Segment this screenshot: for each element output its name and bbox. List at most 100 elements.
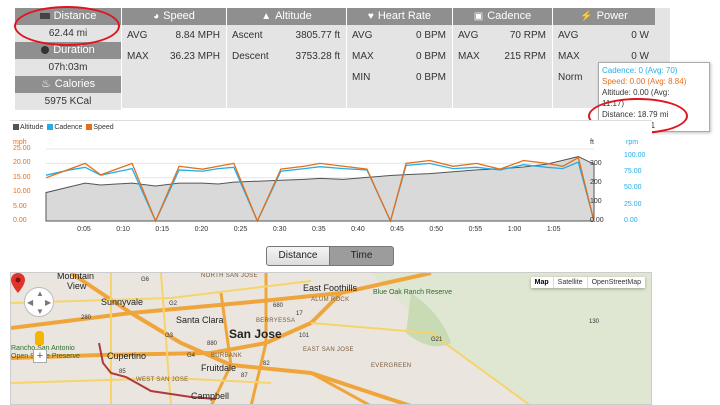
power-norm-label: Norm [558, 72, 583, 83]
map-shield-85: 85 [119, 369, 126, 375]
hr-min-value: 0 BPM [415, 72, 446, 83]
cadence-column: ▣ Cadence AVG 70 RPM MAX 215 RPM [452, 8, 552, 108]
map-shield-680: 680 [273, 303, 284, 309]
map-label-rancho-1: Rancho San Antonio [11, 345, 75, 352]
map-label-campbell: Campbell [191, 391, 230, 401]
map-shield-101: 101 [299, 333, 310, 339]
calories-header: ♨ Calories [15, 76, 121, 93]
ascent-row: Ascent 3805.77 ft [227, 25, 346, 46]
power-column: ⚡ Power AVG 0 W MAX 0 W Norm [552, 8, 655, 108]
left-axis-tick: 20.00 [13, 159, 31, 167]
right-axis-tick: 50.00 [624, 184, 642, 192]
hr-avg-label: AVG [352, 30, 373, 41]
x-axis-tick: 0:15 [155, 226, 170, 233]
map-label-santa-clara: Santa Clara [176, 315, 224, 325]
chart-legend: Altitude Cadence Speed [13, 124, 114, 131]
altitude-series [45, 156, 595, 222]
cadence-series [45, 161, 595, 223]
map-label-san-jose: San Jose [229, 327, 282, 341]
map-label-blue-oak: Blue Oak Ranch Reserve [373, 289, 452, 296]
distance-header: Distance [15, 8, 121, 25]
legend-cadence[interactable]: Cadence [47, 124, 82, 131]
duration-header: Duration [15, 42, 121, 59]
route-map[interactable]: Mountain View Sunnyvale Santa Clara San … [10, 272, 652, 405]
cadence-avg-row: AVG 70 RPM [453, 25, 552, 46]
left-axis-tick: 15.00 [13, 173, 31, 181]
x-axis-tick: 0:25 [233, 226, 248, 233]
power-title: Power [596, 10, 628, 22]
cadence-avg-label: AVG [458, 30, 479, 41]
map-shield-g4: G4 [187, 353, 196, 359]
map-canvas [11, 273, 651, 404]
heart-rate-column: ♥ Heart Rate AVG 0 BPM MAX 0 BPM MIN 0 BPM [346, 8, 452, 108]
legend-speed-label: Speed [93, 124, 114, 131]
right-axis-tick: 0.00 [624, 217, 638, 224]
map-label-east-foothills: East Foothills [303, 283, 358, 293]
tooltip-distance: Distance: 18.79 mi [602, 110, 669, 119]
map-label-alum-rock: ALUM ROCK [311, 297, 350, 303]
mid-axis-unit: ft [590, 139, 594, 146]
legend-altitude-label: Altitude [20, 124, 44, 131]
speed-max-row: MAX 36.23 MPH [122, 46, 226, 67]
speed-series [45, 156, 595, 223]
ruler-icon [39, 13, 50, 20]
distance-label: Distance [53, 10, 97, 22]
cadence-icon: ▣ [473, 11, 484, 22]
map-label-mountain-view-2: View [67, 281, 87, 291]
altitude-column: ▲ Altitude Ascent 3805.77 ft Descent 3753.2… [226, 8, 346, 108]
ascent-label: Ascent [232, 30, 263, 41]
left-axis-tick: 10.00 [13, 188, 31, 196]
pan-up-icon[interactable]: ▲ [36, 289, 44, 298]
speed-max-value: 36.23 MPH [169, 51, 220, 62]
speed-title: Speed [163, 10, 195, 22]
right-axis-tick: 25.00 [624, 200, 642, 208]
time-toggle-button[interactable]: Time [330, 246, 394, 266]
speed-avg-label: AVG [127, 30, 148, 41]
distance-toggle-button[interactable]: Distance [266, 246, 330, 266]
hr-avg-row: AVG 0 BPM [347, 25, 452, 46]
pan-left-icon[interactable]: ◀ [27, 298, 34, 307]
map-shield-82: 82 [263, 361, 270, 367]
mid-axis-tick: 100 [590, 198, 602, 206]
power-avg-label: AVG [558, 30, 579, 41]
tooltip-altitude-cont: 11.17) [602, 99, 625, 108]
legend-speed[interactable]: Speed [86, 124, 114, 131]
hr-avg-value: 0 BPM [415, 30, 446, 41]
x-axis-tick: 0:40 [351, 226, 365, 233]
map-shield-g21: G21 [431, 337, 443, 343]
mountain-icon: ▲ [261, 11, 272, 22]
left-axis-tick: 5.00 [13, 202, 27, 210]
route-start-marker-icon[interactable] [11, 273, 25, 293]
map-label-fruitdale: Fruitdale [201, 363, 237, 373]
x-axis-tick: 0:55 [468, 226, 483, 233]
speedometer-icon: ◕ [153, 11, 160, 22]
power-max-row: MAX 0 W [553, 46, 655, 67]
map-type-satellite[interactable]: Satellite [552, 277, 587, 288]
power-norm-row: Norm [553, 67, 655, 88]
zoom-in-button[interactable]: + [33, 349, 47, 363]
x-axis-tick: 0:20 [194, 226, 209, 233]
power-max-value: 0 W [631, 51, 649, 62]
map-shield-280: 280 [81, 315, 92, 321]
heart-icon: ♥ [367, 11, 374, 22]
descent-label: Descent [232, 51, 269, 62]
map-label-burbank: BURBANK [211, 353, 243, 359]
legend-altitude[interactable]: Altitude [13, 124, 43, 131]
power-avg-value: 0 W [631, 30, 649, 41]
duration-value: 07h:03m [15, 59, 121, 76]
hr-max-value: 0 BPM [415, 51, 446, 62]
calories-value: 5975 KCal [15, 93, 121, 110]
pan-control[interactable]: ▲ ▼ ◀ ▶ [24, 287, 54, 317]
mid-axis-tick: 0.00 [590, 217, 604, 224]
activity-chart[interactable]: Altitude Cadence Speed mph ft rpm 0.00 5.… [10, 120, 652, 238]
chart-plot[interactable] [10, 121, 652, 239]
speed-avg-value: 8.84 MPH [175, 30, 220, 41]
speed-column: ◕ Speed AVG 8.84 MPH MAX 36.23 MPH [121, 8, 226, 108]
pan-right-icon[interactable]: ▶ [45, 298, 52, 307]
pan-down-icon[interactable]: ▼ [36, 307, 44, 316]
map-type-map[interactable]: Map [534, 279, 549, 286]
map-type-osm[interactable]: OpenStreetMap [586, 277, 645, 288]
map-shield-g3: G3 [165, 333, 174, 339]
map-shield-130: 130 [589, 319, 600, 325]
street-view-icon[interactable] [35, 331, 44, 345]
